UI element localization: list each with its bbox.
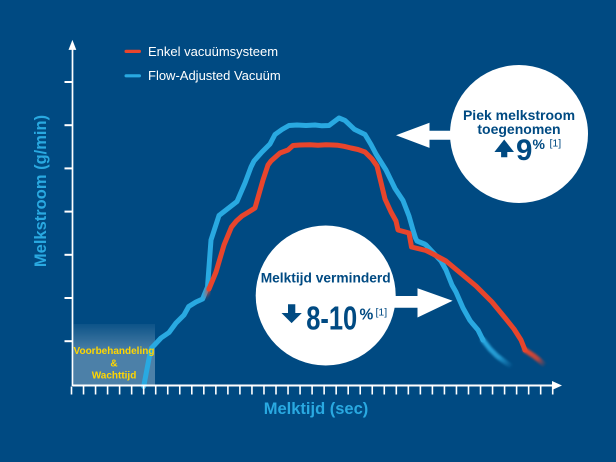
svg-text:Flow-Adjusted Vacuüm: Flow-Adjusted Vacuüm (148, 68, 281, 83)
svg-text:Wachttijd: Wachttijd (92, 371, 137, 382)
svg-text:[1]: [1] (550, 138, 562, 150)
svg-text:Melktijd (sec): Melktijd (sec) (264, 400, 369, 418)
svg-text:[1]: [1] (376, 307, 388, 319)
svg-text:Melktijd verminderd: Melktijd verminderd (261, 270, 391, 286)
svg-text:&: & (110, 358, 117, 369)
svg-text:9: 9 (516, 134, 532, 167)
svg-text:Piek melkstroom: Piek melkstroom (463, 107, 575, 123)
svg-text:%: % (533, 136, 546, 152)
svg-text:Voorbehandeling: Voorbehandeling (74, 346, 155, 357)
svg-text:%: % (360, 307, 374, 324)
svg-text:toegenomen: toegenomen (477, 121, 560, 137)
svg-text:Enkel vacuümsysteem: Enkel vacuümsysteem (148, 44, 278, 59)
svg-text:8-10: 8-10 (306, 299, 357, 336)
svg-text:Melkstroom (g/min): Melkstroom (g/min) (32, 115, 50, 267)
